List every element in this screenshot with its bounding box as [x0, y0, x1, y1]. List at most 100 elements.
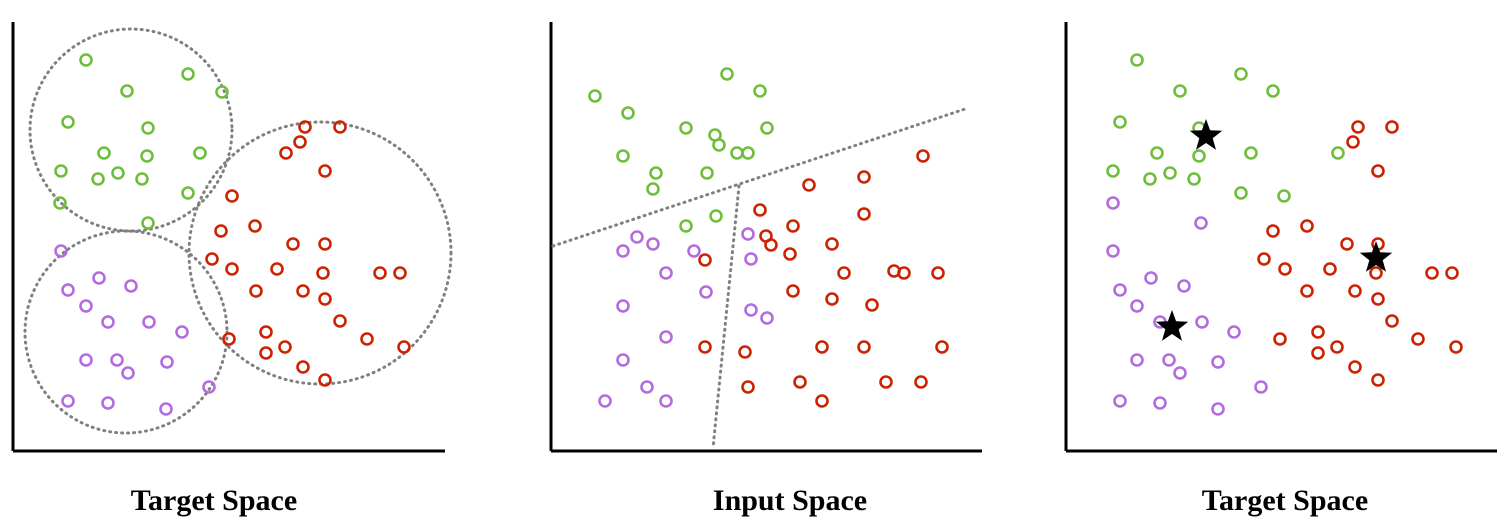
boundary-line-vertical [711, 184, 741, 450]
green-point [588, 89, 602, 103]
purple-point [741, 227, 755, 241]
purple-point [1113, 283, 1127, 297]
green-point [1106, 164, 1120, 178]
purple-point [616, 353, 630, 367]
green-point [1192, 149, 1206, 163]
purple-point [159, 402, 173, 416]
green-point [712, 138, 726, 152]
red-point [815, 394, 829, 408]
red-point [1323, 262, 1337, 276]
green-point [215, 85, 229, 99]
panel-title-left: Target Space [130, 484, 298, 517]
red-point [802, 178, 816, 192]
red-point [1348, 284, 1362, 298]
purple-point [1130, 353, 1144, 367]
point-markers [1106, 53, 1463, 416]
green-point [135, 172, 149, 186]
axes [11, 22, 445, 453]
red-point [360, 332, 374, 346]
purple-point [760, 311, 774, 325]
red-point [293, 135, 307, 149]
green-point [730, 146, 744, 160]
red-point [1300, 219, 1314, 233]
red-point [259, 325, 273, 339]
red-point [837, 266, 851, 280]
green-point [181, 67, 195, 81]
purple-point [640, 380, 654, 394]
red-point [1371, 292, 1385, 306]
red-point [1371, 164, 1385, 178]
purple-point [1211, 355, 1225, 369]
red-point [1348, 360, 1362, 374]
red-point [786, 284, 800, 298]
purple-point [92, 271, 106, 285]
red-point [1266, 224, 1280, 238]
green-point [97, 146, 111, 160]
purple-cluster-circle [23, 229, 229, 435]
purple-point [160, 355, 174, 369]
green-point [193, 146, 207, 160]
purple-point [598, 394, 612, 408]
green-point [1187, 172, 1201, 186]
purple-point [1162, 353, 1176, 367]
green-point [720, 67, 734, 81]
green-point [141, 121, 155, 135]
green-point [741, 146, 755, 160]
axes [549, 22, 982, 453]
green-point [54, 164, 68, 178]
purple-point [1211, 402, 1225, 416]
red-point [935, 340, 949, 354]
green-point [141, 216, 155, 230]
red-point [318, 292, 332, 306]
red-point [783, 247, 797, 261]
red-point [1351, 120, 1365, 134]
point-markers [588, 67, 949, 408]
green-point [1234, 186, 1248, 200]
purple-point [175, 325, 189, 339]
red-point [298, 120, 312, 134]
green-point [91, 172, 105, 186]
axes [1064, 22, 1497, 453]
red-point [914, 375, 928, 389]
green-point [753, 84, 767, 98]
green-point [1143, 172, 1157, 186]
red-point [1311, 346, 1325, 360]
purple-point [1195, 315, 1209, 329]
purple-point [79, 299, 93, 313]
red-point [1273, 332, 1287, 346]
panel-title-middle: Input Space [712, 484, 868, 517]
green-point [120, 84, 134, 98]
purple-point [1227, 325, 1241, 339]
red-point [318, 237, 332, 251]
purple-point [1130, 299, 1144, 313]
red-point [825, 237, 839, 251]
green-point [181, 186, 195, 200]
green-point [61, 115, 75, 129]
red-point [222, 332, 236, 346]
red-point [248, 219, 262, 233]
purple-point [699, 285, 713, 299]
green-point [621, 106, 635, 120]
purple-point [1153, 396, 1167, 410]
purple-point [744, 252, 758, 266]
purple-point [124, 279, 138, 293]
red-point [296, 284, 310, 298]
red-point [278, 340, 292, 354]
red-point [1411, 332, 1425, 346]
red-point [1311, 325, 1325, 339]
green-point [616, 149, 630, 163]
green-point [679, 121, 693, 135]
purple-point [630, 230, 644, 244]
red-point [698, 253, 712, 267]
red-point [1449, 340, 1463, 354]
purple-point [61, 394, 75, 408]
red-point [815, 340, 829, 354]
purple-point [61, 283, 75, 297]
red-point [738, 345, 752, 359]
centroid-star-icon [1359, 241, 1393, 272]
red-point [865, 298, 879, 312]
point-markers [53, 53, 411, 416]
red-point [286, 237, 300, 251]
purple-point [1254, 380, 1268, 394]
